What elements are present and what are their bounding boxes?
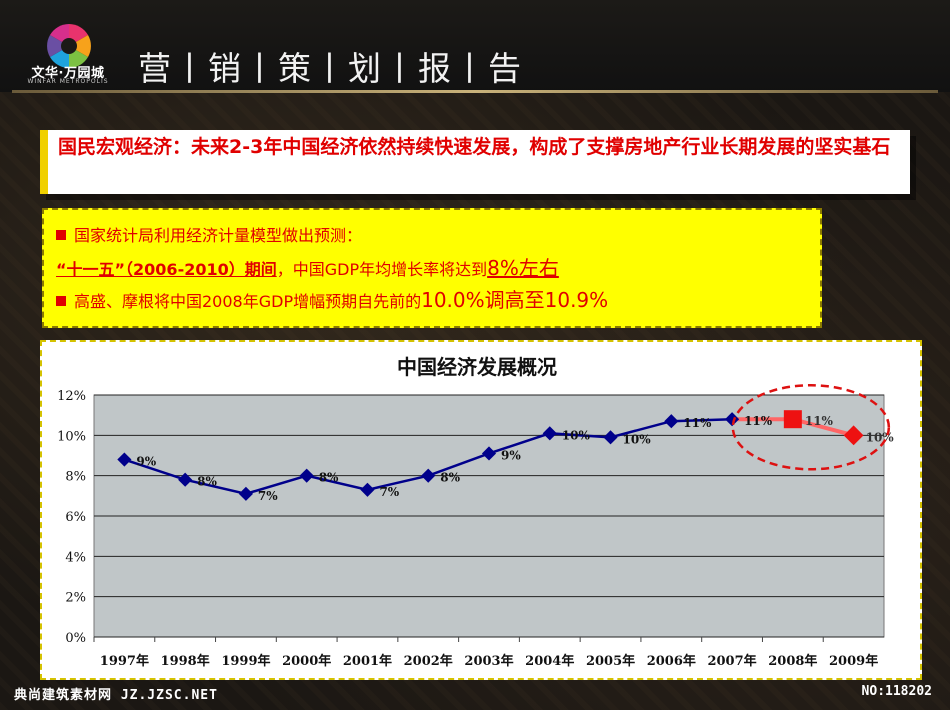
y-tick-label: 8%: [65, 470, 86, 485]
data-label: 9%: [501, 448, 521, 462]
data-point: [238, 486, 253, 501]
five-year-plan-period: “十一五”（2006-2010）期间: [56, 260, 277, 279]
data-label: 10%: [866, 430, 895, 444]
x-tick-label: 2001年: [343, 653, 392, 669]
x-tick-label: 1997年: [100, 653, 149, 669]
data-label: 8%: [197, 475, 217, 489]
bullet-square-icon: [56, 230, 66, 240]
growth-rate-highlight: 8%左右: [487, 256, 559, 280]
data-label: 7%: [379, 485, 399, 499]
bullet-square-icon: [56, 296, 66, 306]
chart-container: 中国经济发展概况 0% 2% 4% 6% 8% 10% 12% 1997年 1998年 1999年 2…: [40, 340, 922, 680]
logo-icon: [47, 24, 91, 68]
data-label: 8%: [440, 471, 460, 485]
x-tick-label: 2005年: [586, 653, 635, 669]
forecast-bullets: 国家统计局利用经济计量模型做出预测： “十一五”（2006-2010）期间，中国…: [42, 208, 822, 328]
footer-watermark: 典尚建筑素材网 JZ.JZSC.NET: [14, 688, 218, 703]
data-label: 11%: [805, 414, 834, 428]
header-bar: [0, 0, 950, 92]
bullet-line-3: 高盛、摩根将中国2008年GDP增幅预期自先前的10.0%调高至10.9%: [56, 284, 808, 316]
x-tick-label: 2003年: [464, 653, 513, 669]
data-point: [542, 426, 557, 441]
bullet-line-1: 国家统计局利用经济计量模型做出预测：: [56, 220, 808, 252]
logo-name: 文华·万园城: [31, 66, 105, 81]
data-label: 11%: [683, 416, 712, 430]
data-point: [299, 468, 314, 483]
data-label: 8%: [319, 471, 339, 485]
y-tick-label: 0%: [65, 631, 86, 646]
x-tick-label: 2006年: [647, 653, 696, 669]
page-title: 营丨销丨策丨划丨报丨告: [138, 49, 523, 88]
data-point: [725, 412, 740, 427]
x-tick-label: 2000年: [282, 653, 331, 669]
data-point: [360, 482, 375, 497]
x-tick-label: 2002年: [404, 653, 453, 669]
headline-text: 国民宏观经济：未来2-3年中国经济依然持续快速发展，构成了支撑房地产行业长期发展…: [58, 136, 891, 158]
data-label: 10%: [562, 428, 591, 442]
data-point: [664, 414, 679, 429]
y-tick-label: 2%: [65, 591, 86, 606]
y-tick-label: 6%: [65, 510, 86, 525]
bullet-text-1: 国家统计局利用经济计量模型做出预测：: [74, 226, 363, 245]
data-point: [603, 430, 618, 445]
data-point: [481, 446, 497, 461]
x-tick-label: 2007年: [707, 653, 756, 669]
logo-subtitle: WINFAR METROPOLIS: [27, 78, 109, 85]
x-tick-label: 2009年: [829, 653, 878, 669]
header-divider: [12, 90, 938, 93]
data-point: [421, 468, 436, 483]
x-tick-label: 1998年: [161, 653, 210, 669]
data-label: 7%: [258, 489, 278, 503]
forecast-revision-highlight: 10.0%调高至10.9%: [421, 288, 609, 312]
headline-box: 国民宏观经济：未来2-3年中国经济依然持续快速发展，构成了支撑房地产行业长期发展…: [40, 130, 910, 194]
footer-number: NO:118202: [861, 684, 932, 699]
data-label: 9%: [136, 455, 156, 469]
data-point: [178, 472, 193, 487]
data-label: 10%: [623, 432, 652, 446]
x-tick-label: 2008年: [768, 653, 817, 669]
bullet-text-2: ，中国GDP年均增长率将达到: [276, 260, 488, 279]
y-tick-label: 12%: [57, 389, 86, 404]
y-tick-label: 4%: [65, 550, 86, 565]
x-tick-label: 2004年: [525, 653, 574, 669]
x-tick-label: 1999年: [221, 653, 270, 669]
y-tick-label: 10%: [57, 429, 86, 444]
chart-title: 中国经济发展概况: [397, 355, 557, 379]
bullet-line-2: “十一五”（2006-2010）期间，中国GDP年均增长率将达到8%左右: [56, 252, 808, 284]
data-label: 11%: [744, 414, 773, 428]
line-chart: 中国经济发展概况 0% 2% 4% 6% 8% 10% 12% 1997年 1998年 1999年 2…: [57, 355, 895, 669]
data-point-forecast: [783, 410, 802, 429]
bullet-text-3: 高盛、摩根将中国2008年GDP增幅预期自先前的: [74, 292, 422, 311]
forecast-highlight-circle: [731, 384, 891, 471]
